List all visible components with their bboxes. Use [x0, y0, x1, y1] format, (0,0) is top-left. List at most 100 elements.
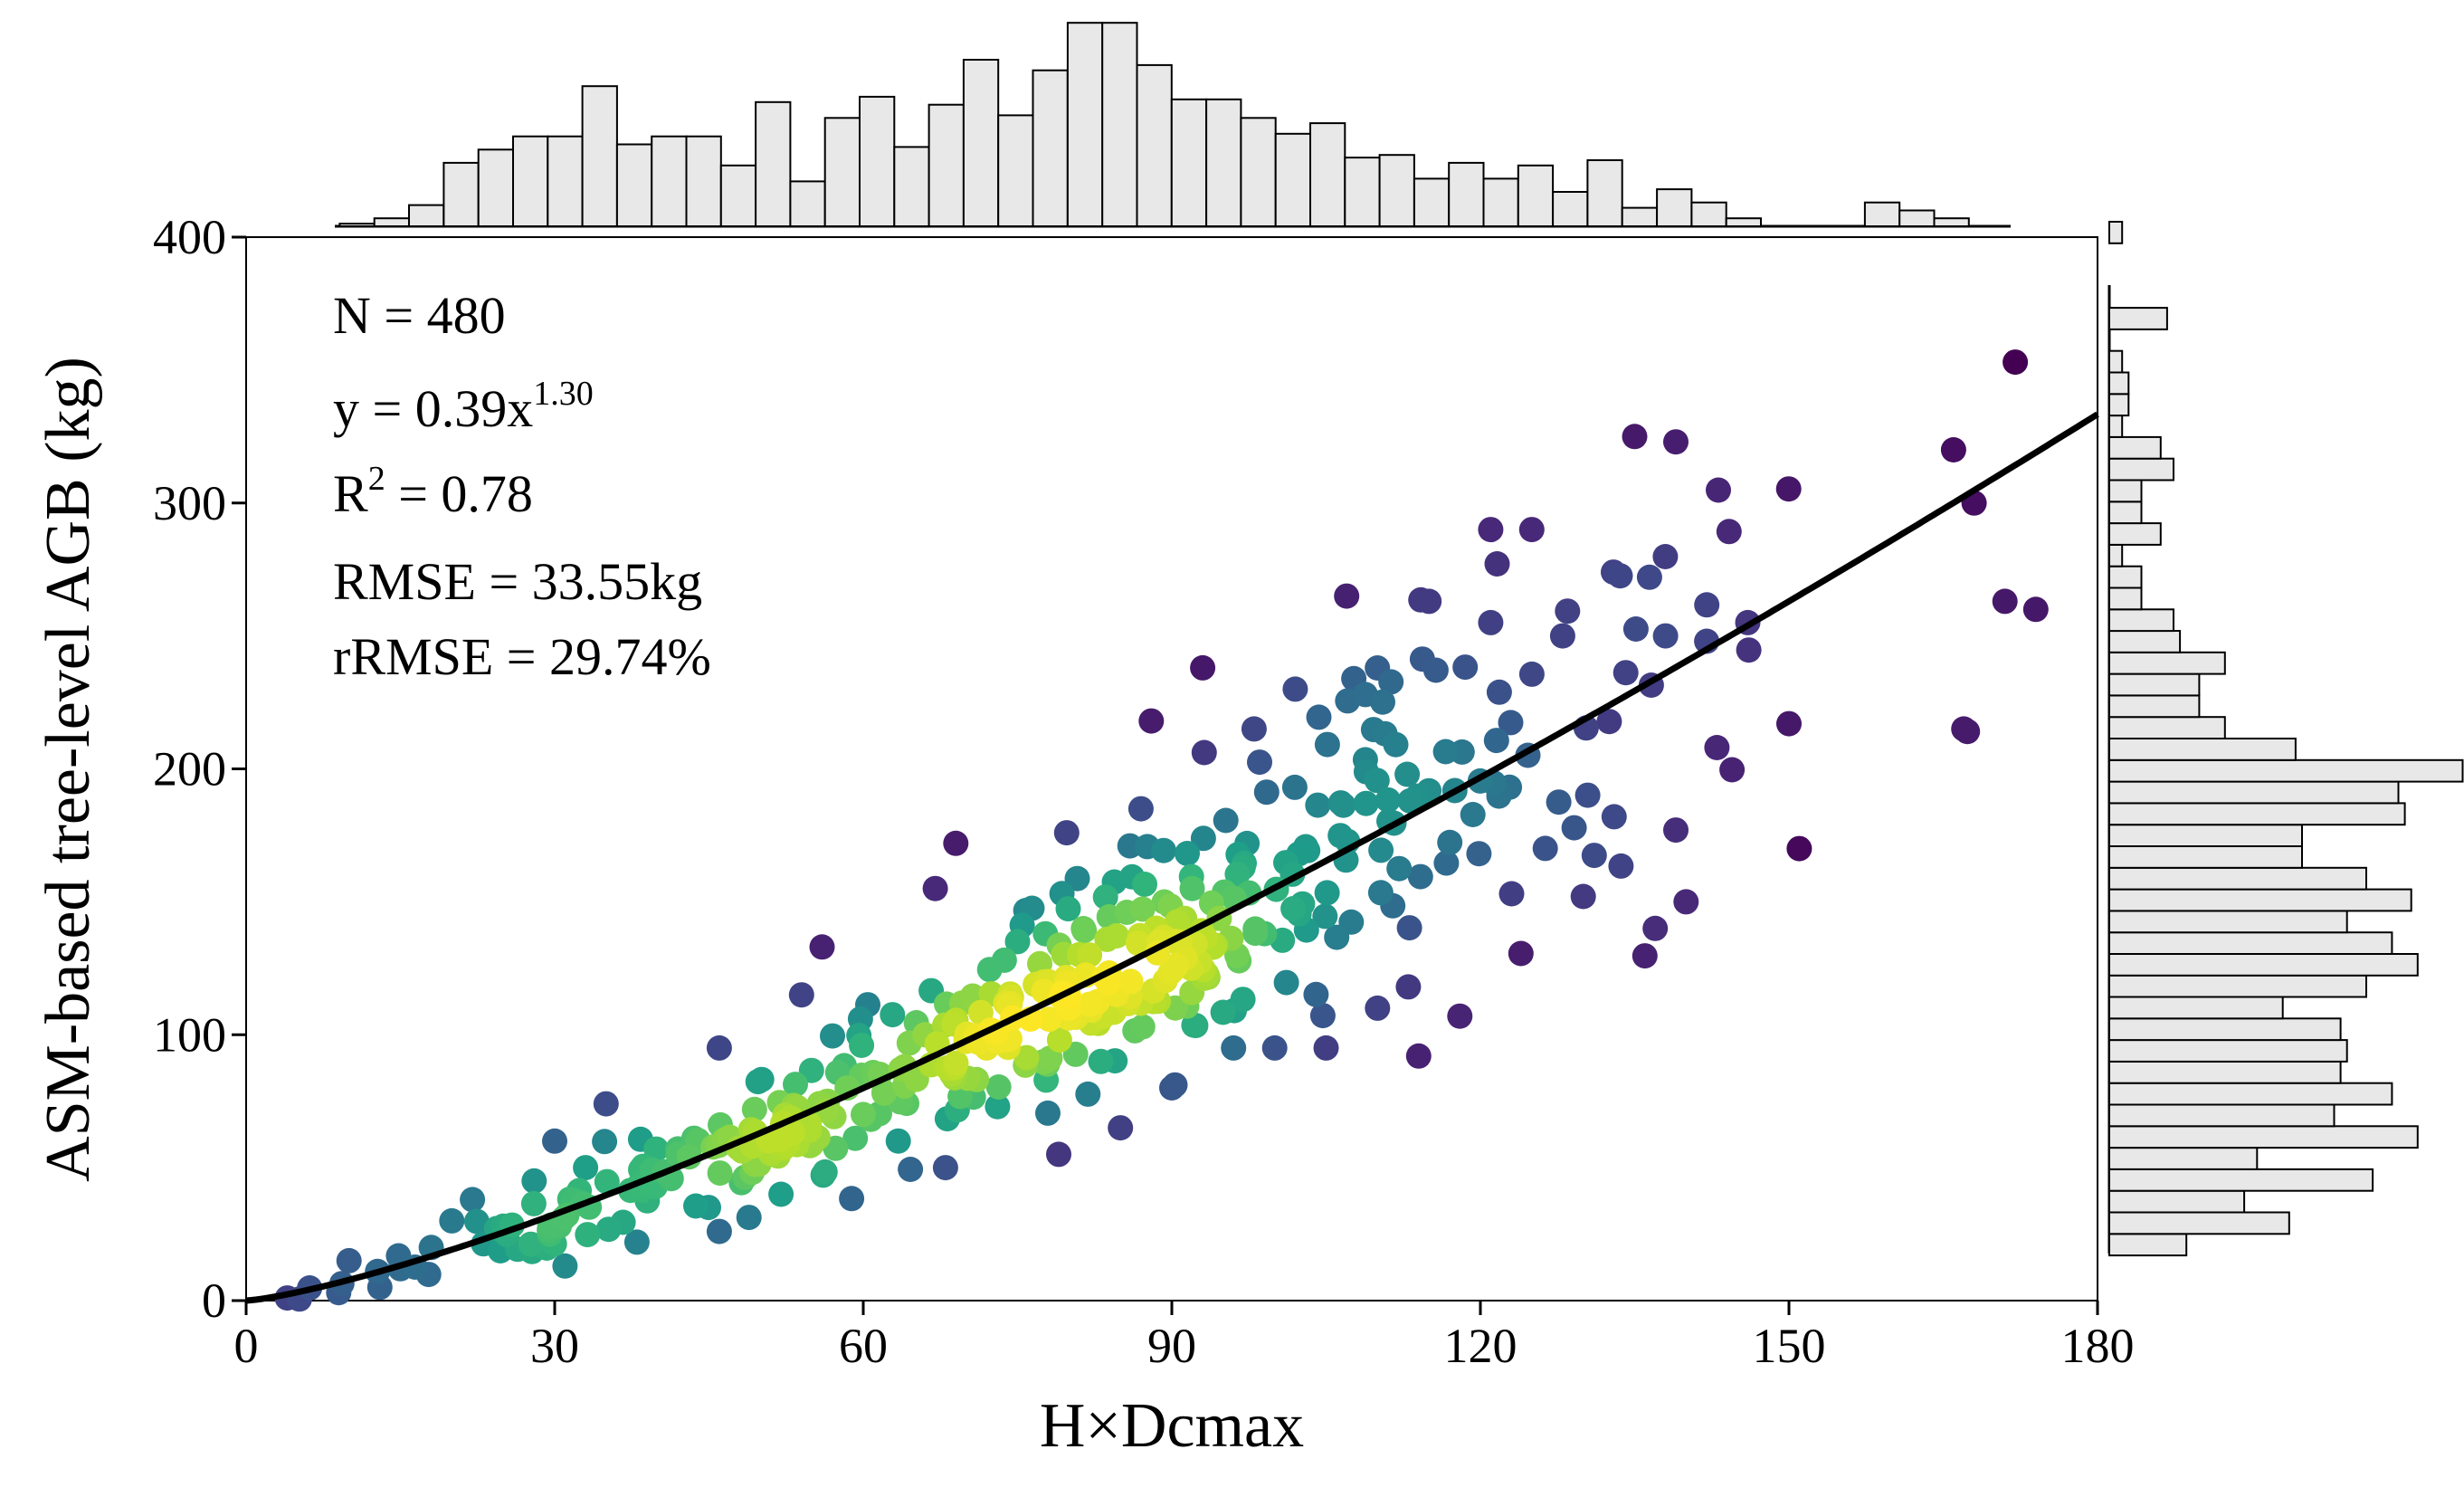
- scatter-point: [985, 1074, 1012, 1100]
- scatter-point: [520, 1190, 547, 1216]
- scatter-point: [1581, 843, 1607, 869]
- scatter-point: [1518, 661, 1545, 687]
- scatter-point: [1716, 519, 1742, 545]
- stat-r2-sup: 2: [368, 460, 385, 498]
- right-hist-bar: [2108, 1147, 2259, 1170]
- scatter-point: [1241, 716, 1267, 742]
- right-hist-bar: [2108, 1082, 2393, 1106]
- scatter-point: [1118, 968, 1144, 995]
- top-hist-bar: [1032, 69, 1069, 227]
- scatter-point: [1247, 749, 1272, 776]
- scatter-point: [1460, 802, 1486, 827]
- scatter-point: [593, 1091, 619, 1117]
- scatter-point: [898, 1157, 924, 1182]
- right-hist-bar: [2108, 802, 2406, 826]
- top-hist-bar: [1586, 159, 1623, 227]
- scatter-point: [1368, 837, 1394, 863]
- top-hist-bar: [893, 146, 930, 227]
- right-hist-bar: [2108, 866, 2367, 891]
- scatter-point: [1518, 517, 1545, 543]
- scatter-point: [1303, 981, 1329, 1007]
- right-hist-bar: [2108, 586, 2143, 611]
- y-tick-label: 100: [153, 1007, 226, 1062]
- top-hist-bar: [477, 148, 515, 227]
- right-hist-bar: [2108, 672, 2201, 697]
- scatter-point: [1313, 1035, 1339, 1061]
- top-hist-bar: [1101, 22, 1138, 228]
- x-axis-ticks: 0 30 60 90 120 150 180: [234, 1301, 2135, 1373]
- scatter-point: [768, 1181, 794, 1207]
- scatter-point: [1607, 563, 1633, 589]
- top-hist-bar: [859, 95, 896, 228]
- top-hist-bar: [408, 204, 445, 228]
- scatter-point: [1555, 598, 1581, 625]
- scatter-point: [1132, 872, 1157, 897]
- scatter-point: [1104, 923, 1129, 949]
- scatter-point: [1386, 855, 1413, 882]
- scatter-point: [1261, 1035, 1288, 1061]
- right-hist-bar: [2108, 608, 2174, 633]
- scatter-point: [1213, 807, 1239, 834]
- scatter-point: [592, 1129, 618, 1155]
- scatter-point: [552, 1253, 578, 1279]
- top-hist-bar: [1482, 177, 1519, 227]
- scatter-point: [1498, 881, 1525, 907]
- scatter-point: [1175, 841, 1200, 866]
- scatter-point: [1652, 544, 1679, 569]
- scatter-point: [1416, 588, 1442, 615]
- scatter-point: [1071, 918, 1098, 944]
- scatter-point: [851, 1101, 876, 1128]
- y-tick-label: 400: [153, 210, 226, 264]
- scatter-point: [1191, 739, 1217, 766]
- right-hist-bar: [2108, 349, 2124, 374]
- top-hist-bar: [1170, 98, 1208, 227]
- x-tick-label: 180: [2061, 1319, 2135, 1373]
- scatter-point: [1432, 739, 1459, 765]
- right-histogram: [2107, 221, 2464, 1257]
- top-hist-bar: [1378, 154, 1415, 227]
- scatter-point: [1314, 880, 1340, 906]
- top-hist-bar: [1552, 191, 1589, 227]
- scatter-point: [812, 1159, 838, 1185]
- scatter-point: [1561, 815, 1587, 841]
- y-tick-label: 0: [202, 1273, 226, 1328]
- scatter-point: [1508, 940, 1534, 967]
- scatter-point: [1365, 995, 1391, 1021]
- scatter-point: [1663, 429, 1689, 455]
- scatter-point: [736, 1205, 762, 1231]
- top-hist-bar: [581, 85, 618, 227]
- right-hist-bar: [2108, 415, 2124, 438]
- scatter-point: [1125, 930, 1151, 957]
- scatter-point: [1546, 789, 1572, 815]
- top-hist-bar: [1448, 161, 1485, 227]
- scatter-point: [767, 1127, 794, 1152]
- stat-r2: R2 = 0.78: [333, 460, 533, 523]
- scatter-point: [1242, 916, 1269, 942]
- scatter-point: [1127, 796, 1154, 822]
- scatter-point: [1992, 588, 2018, 615]
- scatter-point: [1601, 804, 1627, 830]
- top-hist-bar: [373, 217, 411, 227]
- scatter-point: [1330, 792, 1356, 818]
- scatter-point: [1370, 689, 1395, 715]
- scatter-point: [1549, 623, 1575, 649]
- scatter-point: [1433, 850, 1460, 876]
- right-hist-bar: [2108, 910, 2348, 934]
- scatter-point: [643, 1136, 670, 1162]
- top-hist-bar: [1690, 201, 1727, 227]
- scatter-point: [2003, 349, 2029, 376]
- top-hist-bar: [1205, 98, 1242, 227]
- scatter-point: [575, 1222, 601, 1248]
- scatter-point: [706, 1218, 732, 1244]
- scatter-point: [1452, 654, 1479, 681]
- scatter-point: [1013, 1044, 1040, 1071]
- top-hist-bar: [1725, 217, 1762, 227]
- scatter-point: [1704, 735, 1730, 760]
- scatter-point: [1334, 583, 1360, 609]
- scatter-point: [1375, 787, 1401, 813]
- scatter-point: [1179, 875, 1205, 901]
- right-hist-bar: [2108, 758, 2464, 783]
- scatter-point: [1077, 942, 1103, 968]
- scatter-point: [1483, 728, 1509, 754]
- top-hist-bar: [651, 135, 688, 227]
